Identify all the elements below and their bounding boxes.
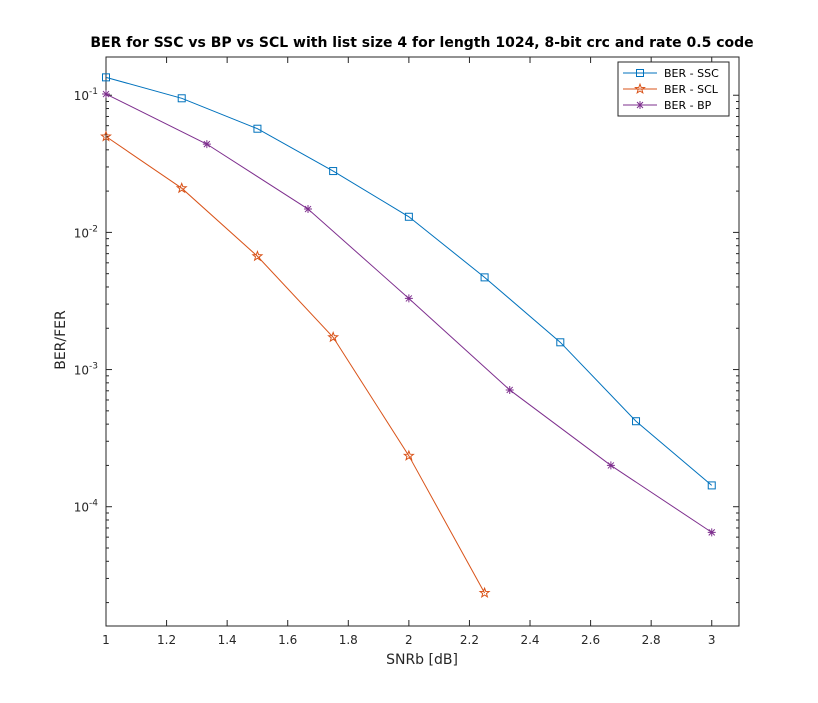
legend: BER - SSC BER - SCL BER - BP bbox=[617, 61, 730, 117]
series-1-point bbox=[253, 124, 262, 133]
legend-marker-2 bbox=[634, 82, 646, 95]
y-axis-label: BER/FER bbox=[53, 310, 69, 370]
x-tick-label: 2.6 bbox=[581, 633, 600, 647]
series-2-point bbox=[402, 449, 415, 461]
y-tick-base: 10 bbox=[74, 364, 89, 378]
series-2-point bbox=[251, 250, 264, 262]
y-tick-label: 10-1 bbox=[74, 87, 98, 103]
series-3-point bbox=[102, 90, 110, 99]
y-tick-label: 10-4 bbox=[74, 499, 99, 515]
series-3-point bbox=[202, 140, 211, 149]
series-2-point bbox=[327, 331, 340, 343]
x-tick-label: 1.4 bbox=[218, 633, 237, 647]
y-tick-base: 10 bbox=[74, 226, 89, 240]
series-1-point bbox=[707, 481, 716, 490]
series-1-point bbox=[329, 167, 338, 176]
series-3-point bbox=[304, 205, 313, 214]
x-tick-label: 1.8 bbox=[339, 633, 358, 647]
series-3-point bbox=[707, 528, 716, 537]
x-tick-label: 1.2 bbox=[157, 633, 176, 647]
legend-label-2: BER - SCL bbox=[664, 83, 719, 96]
series-1-point bbox=[632, 417, 641, 426]
x-tick-label: 3 bbox=[708, 633, 716, 647]
series-line-2 bbox=[105, 136, 486, 594]
x-tick-label: 2 bbox=[405, 633, 413, 647]
series-1-point bbox=[404, 212, 413, 221]
series-3-point bbox=[606, 461, 615, 470]
legend-label-1: BER - SSC bbox=[664, 67, 719, 80]
x-tick-label: 2.4 bbox=[520, 633, 539, 647]
axes-box bbox=[105, 56, 740, 627]
legend-label-3: BER - BP bbox=[664, 99, 712, 112]
legend-marker-3 bbox=[636, 101, 644, 109]
y-tick-exponent: -4 bbox=[89, 499, 98, 509]
y-tick-exponent: -1 bbox=[89, 87, 98, 97]
y-tick-base: 10 bbox=[74, 501, 89, 515]
y-tick-exponent: -2 bbox=[89, 224, 98, 234]
series-line-1 bbox=[105, 76, 713, 486]
x-axis-label: SNRb [dB] bbox=[386, 652, 458, 668]
x-tick-label: 2.8 bbox=[642, 633, 661, 647]
series-2-point bbox=[478, 586, 491, 599]
chart-title: BER for SSC vs BP vs SCL with list size … bbox=[90, 35, 753, 51]
x-tick-label: 2.2 bbox=[460, 633, 479, 647]
series-1-point bbox=[480, 273, 489, 282]
y-tick-base: 10 bbox=[74, 89, 89, 103]
series-1-point bbox=[102, 73, 110, 82]
series-2-point bbox=[175, 181, 188, 194]
y-tick-exponent: -3 bbox=[89, 362, 98, 372]
y-tick-label: 10-2 bbox=[74, 224, 98, 240]
legend-marker-1 bbox=[636, 69, 644, 77]
x-tick-label: 1 bbox=[102, 633, 110, 647]
series-3-point bbox=[404, 294, 413, 303]
series-1-point bbox=[177, 94, 186, 103]
plot-area: 1 1.2 1.4 1.6 1.8 2 2.2 2.4 2.6 2.8 310-110-210-31… bbox=[74, 56, 740, 647]
x-tick-label: 1.6 bbox=[278, 633, 297, 647]
y-tick-label: 10-3 bbox=[74, 362, 98, 378]
series-3-point bbox=[505, 385, 514, 394]
series-1-point bbox=[556, 338, 565, 347]
series-2-point bbox=[100, 130, 112, 142]
